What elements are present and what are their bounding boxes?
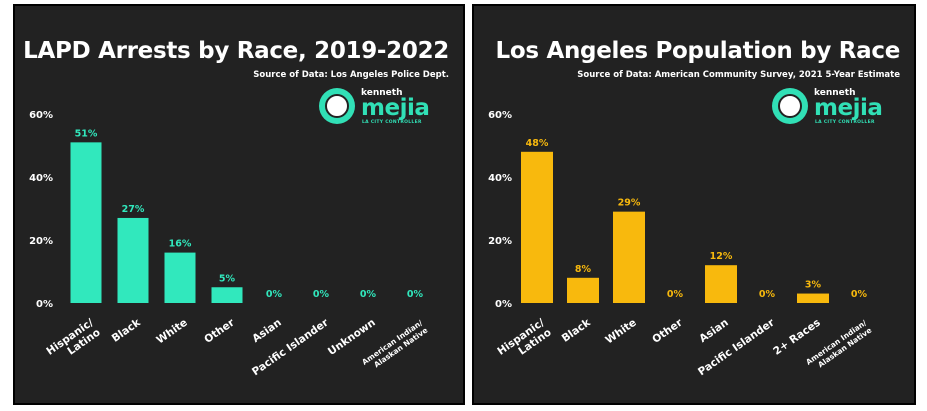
x-tick-label: White: [603, 317, 638, 347]
logo-role: LA CITY CONTROLLER: [815, 120, 875, 125]
x-tick-label: Black: [560, 316, 594, 345]
bar: [164, 252, 196, 303]
bar: [613, 211, 645, 303]
x-tick-label: White: [154, 317, 189, 347]
chart-title: Los Angeles Population by Race: [495, 38, 901, 64]
arrests-bar-chart: 0% 20% 40% 60% 51% Hispanic/Latino 27% Black 16%…: [29, 110, 429, 378]
y-tick-label: 60%: [488, 110, 512, 121]
data-label: 0%: [313, 289, 330, 300]
chart-source: Source of Data: American Community Surve…: [577, 70, 900, 80]
data-label: 12%: [710, 251, 733, 262]
x-tick-label: Other: [202, 316, 237, 346]
data-label: 8%: [575, 264, 592, 275]
logo-last-name: mejia: [361, 95, 430, 121]
data-label: 0%: [759, 289, 776, 300]
arrests-chart-panel: LAPD Arrests by Race, 2019-2022 Source o…: [13, 4, 465, 405]
x-tick-label: Asian: [697, 317, 731, 345]
controller-seal-icon: [319, 88, 355, 124]
bar: [567, 277, 599, 303]
bar: [70, 142, 102, 303]
chart-source: Source of Data: Los Angeles Police Dept.: [253, 70, 449, 80]
bar: [521, 151, 553, 303]
logo-first-name: kenneth: [361, 88, 403, 98]
y-tick-label: 40%: [488, 173, 512, 184]
logo-role: LA CITY CONTROLLER: [362, 120, 422, 125]
y-tick-label: 20%: [29, 236, 53, 247]
data-label: 3%: [805, 280, 822, 291]
bar: [211, 287, 243, 303]
data-label: 27%: [122, 204, 145, 215]
y-tick-label: 60%: [29, 110, 53, 121]
y-tick-label: 20%: [488, 236, 512, 247]
bar: [797, 293, 829, 303]
x-tick-label: Black: [110, 316, 144, 345]
data-label: 0%: [407, 289, 424, 300]
bar: [117, 217, 149, 303]
logo-first-name: kenneth: [814, 88, 856, 98]
y-tick-label: 40%: [29, 173, 53, 184]
population-bar-chart: 0% 20% 40% 60% 48% Hispanic/Latino 8% Black 29% W…: [488, 110, 873, 378]
data-label: 0%: [851, 289, 868, 300]
x-tick-label: Pacific Islander: [250, 316, 331, 378]
y-tick-label: 0%: [495, 299, 512, 310]
data-label: 5%: [219, 273, 236, 284]
data-label: 0%: [360, 289, 377, 300]
logo-last-name: mejia: [814, 95, 883, 121]
bar: [705, 265, 737, 303]
data-label: 16%: [169, 239, 192, 250]
data-label: 51%: [75, 128, 98, 139]
x-tick-label: Hispanic/Latino: [495, 317, 553, 368]
controller-logo: kenneth mejia LA CITY CONTROLLER: [319, 86, 449, 126]
x-tick-label: Other: [650, 316, 685, 346]
data-label: 0%: [667, 289, 684, 300]
controller-logo: kenneth mejia LA CITY CONTROLLER: [772, 86, 902, 126]
data-label: 0%: [266, 289, 283, 300]
chart-title: LAPD Arrests by Race, 2019-2022: [23, 38, 449, 64]
data-label: 48%: [526, 138, 549, 149]
y-tick-label: 0%: [36, 299, 53, 310]
data-label: 29%: [618, 198, 641, 209]
population-chart-panel: Los Angeles Population by Race Source of…: [472, 4, 916, 405]
x-tick-label: Hispanic/Latino: [44, 317, 102, 368]
x-tick-label: Asian: [250, 317, 284, 345]
controller-seal-icon: [772, 88, 808, 124]
x-tick-label: Pacific Islander: [696, 316, 777, 378]
